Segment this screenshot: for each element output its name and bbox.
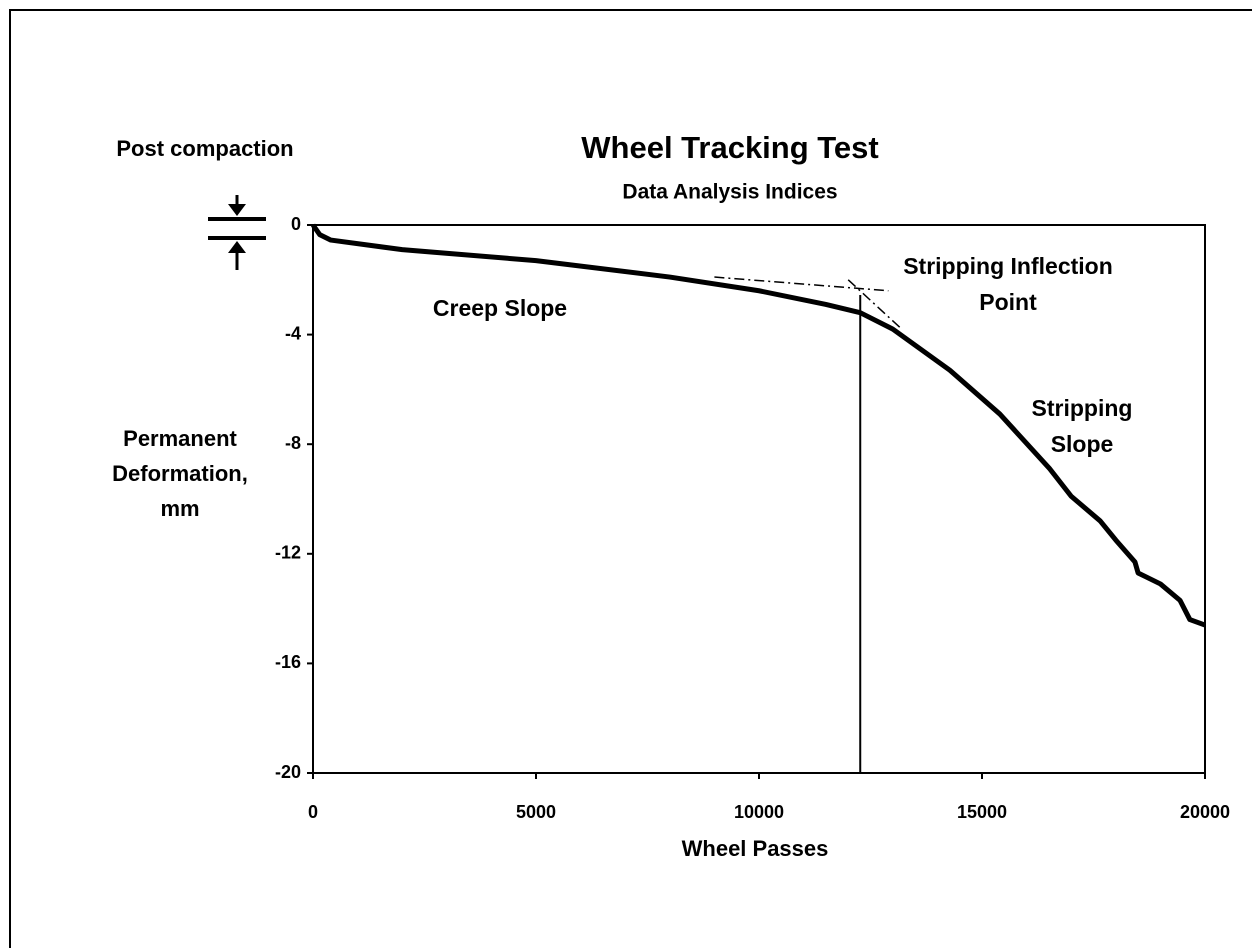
x-tick-label: 5000 — [516, 802, 556, 822]
y-tick-label: -12 — [275, 543, 301, 563]
frame — [9, 9, 1252, 948]
y-tick-label: -8 — [285, 433, 301, 453]
tangent-line — [847, 279, 903, 330]
y-tick-label: -20 — [275, 762, 301, 782]
annotation: Slope — [1051, 431, 1114, 457]
post-compaction-label: Post compaction — [116, 136, 293, 161]
y-tick-label: 0 — [291, 214, 301, 234]
data-line — [310, 223, 1206, 628]
tangent-line — [714, 276, 889, 292]
annotation: Stripping Inflection — [903, 253, 1113, 279]
y-tick-label: -4 — [285, 323, 301, 343]
annotation: Point — [979, 289, 1037, 315]
x-tick-label: 10000 — [734, 802, 784, 822]
x-axis-label: Wheel Passes — [682, 836, 829, 861]
chart-title: Wheel Tracking Test — [581, 130, 878, 165]
annotation: Creep Slope — [433, 295, 567, 321]
x-tick-label: 15000 — [957, 802, 1007, 822]
chart-subtitle: Data Analysis Indices — [622, 181, 837, 204]
y-axis-label: mm — [160, 496, 199, 521]
y-tick-label: -16 — [275, 652, 301, 672]
x-tick-label: 20000 — [1180, 802, 1230, 822]
y-axis-label: Permanent — [123, 426, 237, 451]
compaction-symbol — [208, 195, 266, 270]
y-axis-label: Deformation, — [112, 461, 248, 486]
x-tick-label: 0 — [308, 802, 318, 822]
annotation: Stripping — [1032, 395, 1133, 421]
